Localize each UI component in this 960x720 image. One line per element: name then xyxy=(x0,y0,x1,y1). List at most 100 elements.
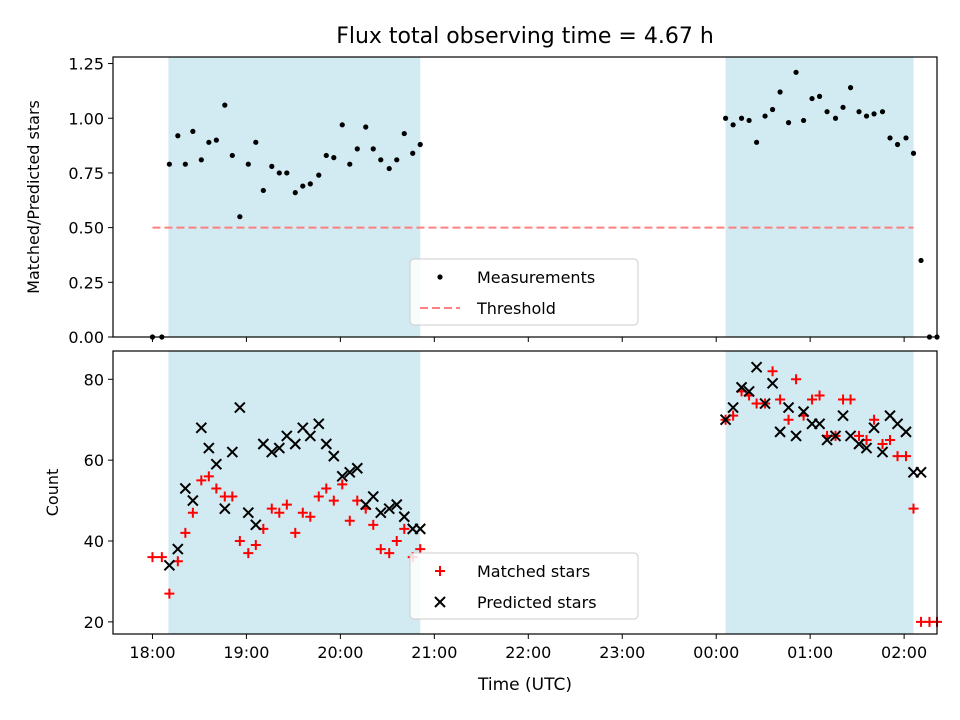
matched-star-point xyxy=(908,503,919,514)
matched-star-point xyxy=(243,548,254,559)
y-tick-label: 0.75 xyxy=(68,164,104,183)
measurement-point xyxy=(871,111,877,117)
measurement-point xyxy=(354,146,360,152)
measurement-point xyxy=(824,109,830,115)
matched-star-point xyxy=(807,394,818,405)
matched-star-point xyxy=(297,507,308,518)
predicted-star-point xyxy=(187,494,199,507)
predicted-star-point xyxy=(163,559,176,571)
legend-label: Threshold xyxy=(476,299,556,318)
measurement-point xyxy=(887,135,893,141)
predicted-star-point xyxy=(774,426,786,438)
matched-star-point xyxy=(399,523,410,534)
measurement-point xyxy=(918,257,924,264)
measurement-point xyxy=(401,130,407,137)
x-axis-label: Time (UTC) xyxy=(477,675,572,695)
bottom-panel: 20 40 60 80 18:00 19:00 20:00 21:00 22:00 23:00 00… xyxy=(43,350,942,662)
measurement-point xyxy=(300,183,306,189)
x-tick-label: 01:00 xyxy=(787,643,833,662)
matched-star-point xyxy=(337,479,348,490)
predicted-star-point xyxy=(915,466,927,478)
legend-predicted-marker xyxy=(434,596,446,608)
measurement-point xyxy=(394,157,400,163)
measurement-point xyxy=(347,161,353,167)
matched-star-point xyxy=(250,540,261,551)
measurement-point xyxy=(370,146,376,152)
measurement-point xyxy=(754,139,760,145)
matched-star-point xyxy=(391,536,402,547)
predicted-star-point xyxy=(179,482,192,495)
x-tick-label: 02:00 xyxy=(881,643,927,662)
matched-star-point xyxy=(164,588,175,599)
matched-star-point xyxy=(791,374,802,385)
measurement-point xyxy=(894,141,901,148)
measurement-point xyxy=(276,170,282,176)
y-tick-label: 0.25 xyxy=(68,273,104,292)
measurement-point xyxy=(307,181,313,187)
matched-star-point xyxy=(344,515,355,526)
matched-star-point xyxy=(147,552,158,563)
x-tick-label: 23:00 xyxy=(599,643,645,662)
measurement-point xyxy=(284,170,290,176)
measurement-point xyxy=(777,89,783,95)
measurement-point xyxy=(269,163,275,169)
predicted-star-point xyxy=(727,401,739,414)
matched-star-point xyxy=(211,483,222,494)
y-tick-label: 60 xyxy=(84,451,104,470)
matched-star-point xyxy=(877,438,888,449)
predicted-star-point xyxy=(821,434,833,446)
measurement-point xyxy=(316,172,322,178)
matched-star-point xyxy=(783,414,794,425)
predicted-star-point xyxy=(203,442,215,454)
predicted-star-point xyxy=(273,442,286,454)
predicted-star-point xyxy=(860,442,873,454)
predicted-star-point xyxy=(242,507,255,519)
measurement-point xyxy=(410,150,416,156)
x-tick-label: 18:00 xyxy=(129,643,175,662)
matched-star-point xyxy=(854,430,865,441)
measurement-point xyxy=(190,128,196,134)
matched-star-point xyxy=(900,451,911,462)
measurement-point xyxy=(182,161,188,167)
legend-measurements-marker xyxy=(437,274,443,280)
predicted-star-point xyxy=(719,414,732,426)
measurement-point xyxy=(863,113,870,119)
matched-star-point xyxy=(234,536,245,547)
predicted-star-point xyxy=(234,401,246,414)
measurement-point xyxy=(175,133,181,139)
measurement-point xyxy=(856,109,862,115)
predicted-star-point xyxy=(876,446,889,458)
measurement-point xyxy=(213,137,219,143)
y-tick-label: 1.00 xyxy=(68,109,104,128)
y-tick-label: 20 xyxy=(84,613,104,632)
measurement-point xyxy=(386,165,392,172)
matched-star-point xyxy=(328,495,339,506)
matched-star-point xyxy=(266,503,277,514)
matched-star-point xyxy=(845,394,856,405)
legend-label: Measurements xyxy=(477,268,595,287)
predicted-star-point xyxy=(383,502,395,515)
measurement-point xyxy=(378,157,384,163)
matched-star-point xyxy=(375,544,386,555)
measurement-point xyxy=(198,157,204,163)
predicted-star-point xyxy=(195,422,208,434)
measurement-point xyxy=(253,139,259,145)
x-tick-label: 22:00 xyxy=(505,643,551,662)
predicted-star-point xyxy=(414,523,426,535)
matched-star-point xyxy=(180,527,191,538)
predicted-star-point xyxy=(391,498,403,511)
predicted-star-point xyxy=(735,381,748,394)
measurement-point xyxy=(847,85,854,91)
predicted-star-point xyxy=(344,466,356,478)
measurement-point xyxy=(339,122,345,128)
predicted-star-point xyxy=(743,385,755,398)
predicted-star-point xyxy=(790,430,802,442)
predicted-star-point xyxy=(304,430,317,442)
predicted-star-point xyxy=(266,446,278,458)
matched-star-point xyxy=(767,366,778,377)
predicted-star-point xyxy=(853,438,865,450)
predicted-star-point xyxy=(829,430,842,442)
y-tick-label: 40 xyxy=(84,532,104,551)
matched-star-point xyxy=(415,544,426,555)
